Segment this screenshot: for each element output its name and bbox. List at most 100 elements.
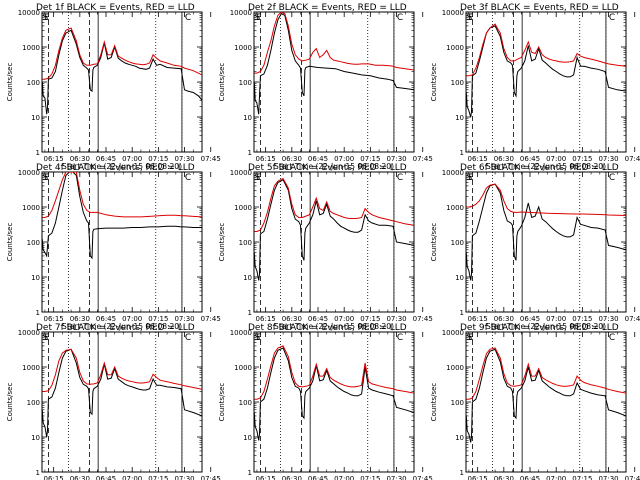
panel-det-6f: Det 6f BLACK = Events, RED = LLD 1 10 100 10… [430,163,640,331]
series-line-events [42,348,202,438]
series-line-events [466,348,626,443]
y-tick-label: 10 [31,274,40,282]
x-tick-label: 06:30 [70,315,90,323]
x-tick-label: 07:00 [546,475,566,480]
x-tick-label: 07:00 [334,315,354,323]
y-tick-label: 100 [451,239,464,247]
x-tick-label: 07:15 [360,475,380,480]
x-tick-label: 07:30 [598,475,618,480]
panel-det-2f: Det 2f BLACK = Events, RED = LLD 1 10 100 10… [218,3,433,171]
y-tick-label: 10000 [230,329,252,337]
x-tick-label: 07:15 [360,315,380,323]
marker-label-c: C [397,173,403,183]
x-tick-label: 07:45 [625,315,640,323]
x-tick-label: 07:45 [201,315,221,323]
panel-det-8f: Det 8f BLACK = Events, RED = LLD 1 10 100 10… [218,323,433,480]
x-tick-label: 06:45 [308,155,328,163]
marker-label-s: S [466,333,472,343]
x-tick-label: 07:15 [148,475,168,480]
y-tick-label: 100 [239,79,252,87]
series-line-lld [254,345,414,400]
x-tick-label: 07:45 [201,475,221,480]
plot-frame [41,171,203,313]
y-axis-label: Counts/sec [6,223,14,262]
y-tick-label: 10000 [230,169,252,177]
y-tick-label: 1 [248,149,252,157]
marker-label-c: C [397,13,403,23]
series-line-lld [466,347,626,400]
y-tick-label: 1 [248,309,252,317]
panel-det-3f: Det 3f BLACK = Events, RED = LLD 1 10 100 10… [430,3,640,171]
x-tick-label: 06:30 [494,155,514,163]
x-tick-label: 06:15 [468,475,488,480]
y-tick-label: 10000 [230,9,252,17]
marker-label-c: C [609,13,615,23]
y-axis-label: Counts/sec [6,383,14,422]
series-line-lld [42,348,202,392]
y-tick-label: 10000 [18,9,40,17]
y-axis-label: Counts/sec [430,63,438,102]
x-tick-label: 07:30 [174,475,194,480]
marker-label-s: S [42,173,48,183]
x-tick-label: 07:15 [572,155,592,163]
panel-title: Det 2f BLACK = Events, RED = LLD [248,3,407,13]
panel-title: Det 6f BLACK = Events, RED = LLD [460,163,619,173]
y-tick-label: 1000 [446,364,464,372]
series-line-lld [42,27,202,80]
x-tick-label: 07:00 [122,155,142,163]
marker-label-c: C [185,13,191,23]
x-axis-label: Start Time (22-Jun-15 06:08:20) [486,322,606,331]
y-tick-label: 100 [27,79,40,87]
y-tick-label: 1 [460,309,464,317]
y-axis-label: Counts/sec [6,63,14,102]
y-tick-label: 100 [451,399,464,407]
x-tick-label: 07:45 [413,155,433,163]
y-tick-label: 10000 [18,169,40,177]
x-tick-label: 07:30 [598,155,618,163]
plot-frame [253,11,415,153]
y-tick-label: 1 [460,469,464,477]
marker-label-c: C [185,333,191,343]
marker-label-c: C [185,173,191,183]
plot-frame [41,331,203,473]
plot-frame [253,331,415,473]
x-tick-label: 06:45 [96,315,116,323]
x-tick-label: 06:30 [70,155,90,163]
x-tick-label: 07:15 [360,155,380,163]
x-tick-label: 06:45 [308,475,328,480]
x-tick-label: 07:45 [625,155,640,163]
y-tick-label: 10 [455,274,464,282]
panel-title: Det 4f BLACK = Events, RED = LLD [36,163,195,173]
x-tick-label: 07:30 [174,155,194,163]
marker-label-e: E [256,173,262,183]
y-tick-label: 1 [248,469,252,477]
plot-frame [253,171,415,313]
marker-label-s: S [254,173,260,183]
x-tick-label: 06:30 [494,475,514,480]
x-tick-label: 06:45 [520,155,540,163]
x-tick-label: 07:00 [546,155,566,163]
y-tick-label: 100 [451,79,464,87]
x-tick-label: 06:45 [520,475,540,480]
x-tick-label: 07:15 [572,315,592,323]
plot-frame [465,331,627,473]
series-line-events [254,179,414,281]
series-line-lld [42,172,202,218]
y-axis-label: Counts/sec [218,223,226,262]
panel-title: Det 7f BLACK = Events, RED = LLD [36,323,195,333]
x-tick-label: 06:15 [44,315,64,323]
x-tick-label: 06:30 [282,155,302,163]
marker-label-c: C [609,173,615,183]
y-axis-label: Counts/sec [218,383,226,422]
x-tick-label: 07:15 [148,315,168,323]
marker-label-s: S [254,333,260,343]
y-tick-label: 10 [243,114,252,122]
series-line-lld [466,23,626,77]
y-tick-label: 1000 [22,364,40,372]
panel-title: Det 3f BLACK = Events, RED = LLD [460,3,619,13]
panel-title: Det 8f BLACK = Events, RED = LLD [248,323,407,333]
y-tick-label: 1000 [234,204,252,212]
marker-label-c: C [609,333,615,343]
y-tick-label: 1000 [234,364,252,372]
